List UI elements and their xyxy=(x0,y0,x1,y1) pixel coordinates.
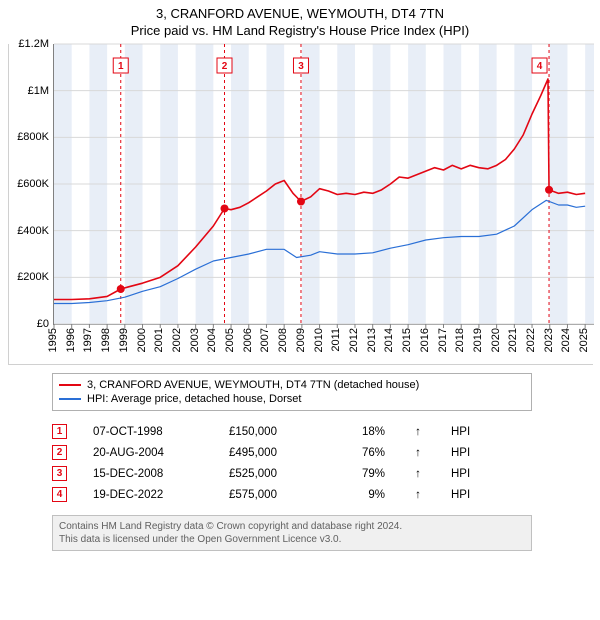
x-axis-tick-label: 2018 xyxy=(454,328,466,352)
x-axis-tick-label: 2023 xyxy=(543,328,555,352)
sales-row: 3 15-DEC-2008 £525,000 79% ↑ HPI xyxy=(52,463,592,484)
attribution-line1: Contains HM Land Registry data © Crown c… xyxy=(59,520,525,533)
x-axis-tick-label: 2017 xyxy=(437,328,449,352)
sale-row-arrow: ↑ xyxy=(411,489,425,501)
x-axis-tick-label: 2012 xyxy=(348,328,360,352)
sale-point xyxy=(545,186,553,194)
chart-svg: 1 2 3 4 xyxy=(54,44,594,324)
x-axis-tick-label: 1999 xyxy=(118,328,130,352)
legend-item: 3, CRANFORD AVENUE, WEYMOUTH, DT4 7TN (d… xyxy=(59,378,525,392)
sale-row-price: £575,000 xyxy=(229,489,309,501)
x-axis-tick-label: 2003 xyxy=(189,328,201,352)
sale-point xyxy=(297,198,305,206)
legend-swatch xyxy=(59,398,81,400)
x-axis-tick-label: 2007 xyxy=(259,328,271,352)
sale-point xyxy=(117,285,125,293)
x-axis-tick-label: 2015 xyxy=(401,328,413,352)
x-axis-tick-label: 2008 xyxy=(277,328,289,352)
x-axis-tick-label: 2025 xyxy=(578,328,590,352)
x-axis-tick-label: 2024 xyxy=(560,328,572,352)
legend-label: HPI: Average price, detached house, Dors… xyxy=(87,393,301,405)
sale-marker-number: 4 xyxy=(537,61,543,72)
y-axis-tick-label: £200K xyxy=(17,271,49,283)
y-axis-tick-label: £1.2M xyxy=(18,38,49,50)
sale-row-hpi: HPI xyxy=(451,489,481,501)
sale-row-pct: 9% xyxy=(335,489,385,501)
sale-row-pct: 18% xyxy=(335,426,385,438)
x-axis-tick-label: 2011 xyxy=(330,328,342,352)
sale-row-price: £150,000 xyxy=(229,426,309,438)
sales-row: 4 19-DEC-2022 £575,000 9% ↑ HPI xyxy=(52,484,592,505)
sale-marker-number: 3 xyxy=(298,61,304,72)
x-axis-tick-label: 2004 xyxy=(206,328,218,352)
y-axis-tick-label: £400K xyxy=(17,225,49,237)
x-axis-tick-label: 2014 xyxy=(383,328,395,352)
x-axis-tick-label: 2010 xyxy=(313,328,325,352)
sales-row: 2 20-AUG-2004 £495,000 76% ↑ HPI xyxy=(52,442,592,463)
plot-region: 1 2 3 4 xyxy=(53,44,594,325)
x-axis-tick-label: 1995 xyxy=(47,328,59,352)
legend-swatch xyxy=(59,384,81,386)
sale-row-arrow: ↑ xyxy=(411,447,425,459)
y-axis-tick-label: £600K xyxy=(17,178,49,190)
sale-row-date: 07-OCT-1998 xyxy=(93,426,203,438)
x-axis-tick-label: 2009 xyxy=(295,328,307,352)
x-axis-tick-label: 2016 xyxy=(419,328,431,352)
x-axis-tick-label: 2022 xyxy=(525,328,537,352)
x-axis-tick-label: 2002 xyxy=(171,328,183,352)
legend: 3, CRANFORD AVENUE, WEYMOUTH, DT4 7TN (d… xyxy=(52,373,532,411)
x-axis-tick-label: 2021 xyxy=(507,328,519,352)
sale-row-hpi: HPI xyxy=(451,468,481,480)
sale-row-date: 20-AUG-2004 xyxy=(93,447,203,459)
x-axis-tick-label: 2005 xyxy=(224,328,236,352)
sale-row-pct: 76% xyxy=(335,447,385,459)
y-axis-tick-label: £1M xyxy=(28,85,49,97)
sale-row-pct: 79% xyxy=(335,468,385,480)
sale-row-price: £525,000 xyxy=(229,468,309,480)
legend-label: 3, CRANFORD AVENUE, WEYMOUTH, DT4 7TN (d… xyxy=(87,379,419,391)
x-axis-tick-label: 1998 xyxy=(100,328,112,352)
attribution-box: Contains HM Land Registry data © Crown c… xyxy=(52,515,532,551)
x-axis-tick-label: 2020 xyxy=(490,328,502,352)
x-axis-tick-label: 1997 xyxy=(82,328,94,352)
x-axis-tick-label: 2006 xyxy=(242,328,254,352)
sale-row-hpi: HPI xyxy=(451,447,481,459)
sale-row-marker: 4 xyxy=(52,487,67,502)
attribution-line2: This data is licensed under the Open Gov… xyxy=(59,533,525,546)
y-axis-tick-label: £800K xyxy=(17,131,49,143)
sale-row-marker: 1 xyxy=(52,424,67,439)
chart-area: 1234 £0£200K£400K£600K£800K£1M£1.2M 1995… xyxy=(8,44,593,365)
x-axis-tick-label: 2001 xyxy=(153,328,165,352)
sale-row-price: £495,000 xyxy=(229,447,309,459)
sale-row-marker: 2 xyxy=(52,445,67,460)
x-axis-tick-label: 2000 xyxy=(136,328,148,352)
x-axis-tick-label: 2013 xyxy=(366,328,378,352)
sales-row: 1 07-OCT-1998 £150,000 18% ↑ HPI xyxy=(52,421,592,442)
sale-row-date: 19-DEC-2022 xyxy=(93,489,203,501)
x-axis-tick-label: 1996 xyxy=(65,328,77,352)
chart-title-subtitle: Price paid vs. HM Land Registry's House … xyxy=(8,23,592,38)
chart-title-address: 3, CRANFORD AVENUE, WEYMOUTH, DT4 7TN xyxy=(8,6,592,21)
sale-row-date: 15-DEC-2008 xyxy=(93,468,203,480)
legend-item: HPI: Average price, detached house, Dors… xyxy=(59,392,525,406)
sale-row-hpi: HPI xyxy=(451,426,481,438)
sale-row-arrow: ↑ xyxy=(411,468,425,480)
sale-row-marker: 3 xyxy=(52,466,67,481)
x-axis-tick-label: 2019 xyxy=(472,328,484,352)
sale-row-arrow: ↑ xyxy=(411,426,425,438)
sale-point xyxy=(220,205,228,213)
sale-marker-number: 2 xyxy=(222,61,228,72)
sales-table: 1 07-OCT-1998 £150,000 18% ↑ HPI 2 20-AUG-2004 £… xyxy=(52,421,592,505)
sale-marker-number: 1 xyxy=(118,61,124,72)
